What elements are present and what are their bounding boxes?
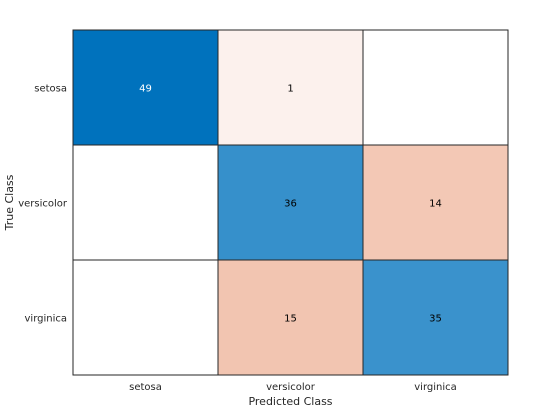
- cell-value-setosa-versicolor: 1: [287, 84, 293, 95]
- matrix-cell-setosa-virginica: [362, 29, 509, 146]
- x-tick-label-setosa: setosa: [129, 382, 162, 393]
- matrix-cell-setosa-setosa: [72, 29, 219, 146]
- matrix-cell-versicolor-versicolor: [217, 144, 364, 261]
- x-tick-labels: setosa versicolor virginica: [129, 382, 457, 393]
- y-tick-label-setosa: setosa: [34, 84, 67, 95]
- x-axis-label: Predicted Class: [248, 395, 332, 408]
- matrix-cell-virginica-versicolor: [217, 259, 364, 376]
- matrix-cell-labels: 49 1 36 14 15 35: [139, 84, 442, 325]
- matrix-cell-versicolor-setosa: [72, 144, 219, 261]
- plot-frame: [72, 29, 509, 376]
- y-tick-labels: setosa versicolor virginica: [18, 84, 68, 325]
- matrix-cell-virginica-setosa: [72, 259, 219, 376]
- x-tick-label-versicolor: versicolor: [266, 382, 316, 393]
- y-tick-label-versicolor: versicolor: [18, 199, 68, 210]
- cell-value-versicolor-virginica: 14: [429, 199, 442, 210]
- y-tick-label-virginica: virginica: [25, 314, 68, 325]
- y-axis-label: True Class: [3, 174, 16, 231]
- x-tick-label-virginica: virginica: [414, 382, 457, 393]
- cell-value-virginica-versicolor: 15: [284, 314, 297, 325]
- cell-value-virginica-virginica: 35: [429, 314, 442, 325]
- matrix-cell-setosa-versicolor: [217, 29, 364, 146]
- cell-value-setosa-setosa: 49: [139, 84, 152, 95]
- matrix-cells: [72, 29, 509, 376]
- cell-value-versicolor-versicolor: 36: [284, 199, 297, 210]
- matrix-cell-versicolor-virginica: [362, 144, 509, 261]
